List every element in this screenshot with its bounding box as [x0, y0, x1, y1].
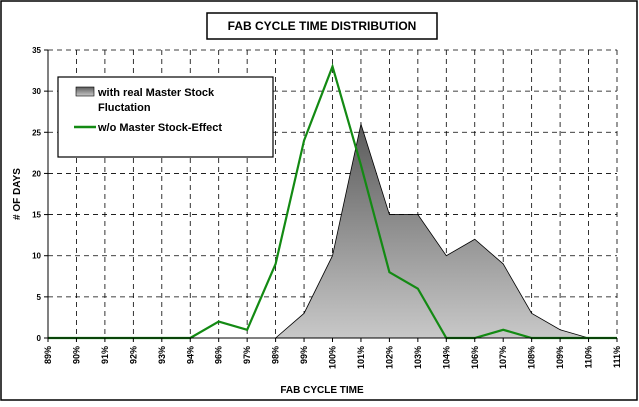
legend-label: with real Master Stock Fluctation	[97, 87, 215, 114]
legend-swatch	[75, 86, 95, 97]
x-tick-label: 101%	[356, 346, 366, 369]
legend-label: w/o Master Stock-Effect	[97, 122, 222, 134]
x-tick-label: 102%	[384, 346, 394, 369]
y-tick-label: 10	[32, 252, 41, 261]
x-tick-label: 110%	[584, 346, 594, 369]
x-tick-label: 111%	[612, 346, 622, 368]
x-axis-label: FAB CYCLE TIME	[280, 385, 364, 396]
y-tick-label: 15	[32, 211, 41, 220]
y-axis-label: # OF DAYS	[12, 168, 23, 220]
x-tick-label: 98%	[271, 346, 281, 364]
y-tick-label: 35	[32, 46, 41, 55]
x-tick-label: 104%	[441, 346, 451, 369]
x-tick-label: 99%	[299, 346, 309, 364]
legend-label-line: Fluctation	[98, 102, 151, 114]
x-tick-label: 96%	[214, 346, 224, 364]
x-tick-label: 109%	[555, 346, 565, 369]
legend: with real Master Stock Fluctation w/o Mast…	[57, 76, 274, 158]
x-tick-label: 94%	[185, 346, 195, 364]
x-tick-label: 92%	[128, 346, 138, 364]
x-tick-label: 107%	[498, 346, 508, 369]
title-box	[206, 12, 438, 40]
x-tick-label: 89%	[43, 346, 53, 364]
x-tick-label: 108%	[527, 346, 537, 369]
x-tick-label: 91%	[100, 346, 110, 364]
x-tick-label: 93%	[157, 346, 167, 364]
x-tick-label: 90%	[71, 346, 81, 364]
x-tick-label: 106%	[470, 346, 480, 369]
y-tick-label: 25	[32, 128, 41, 137]
y-tick-label: 0	[37, 334, 42, 343]
chart-title: FAB CYCLE TIME DISTRIBUTION	[228, 19, 417, 33]
x-tick-label: 97%	[242, 346, 252, 364]
y-tick-label: 30	[32, 87, 41, 96]
x-tick-label: 103%	[413, 346, 423, 369]
x-tick-label: 100%	[328, 346, 338, 369]
y-tick-label: 5	[37, 293, 42, 302]
legend-label-line: with real Master Stock	[97, 87, 215, 99]
y-tick-label: 20	[32, 169, 41, 178]
